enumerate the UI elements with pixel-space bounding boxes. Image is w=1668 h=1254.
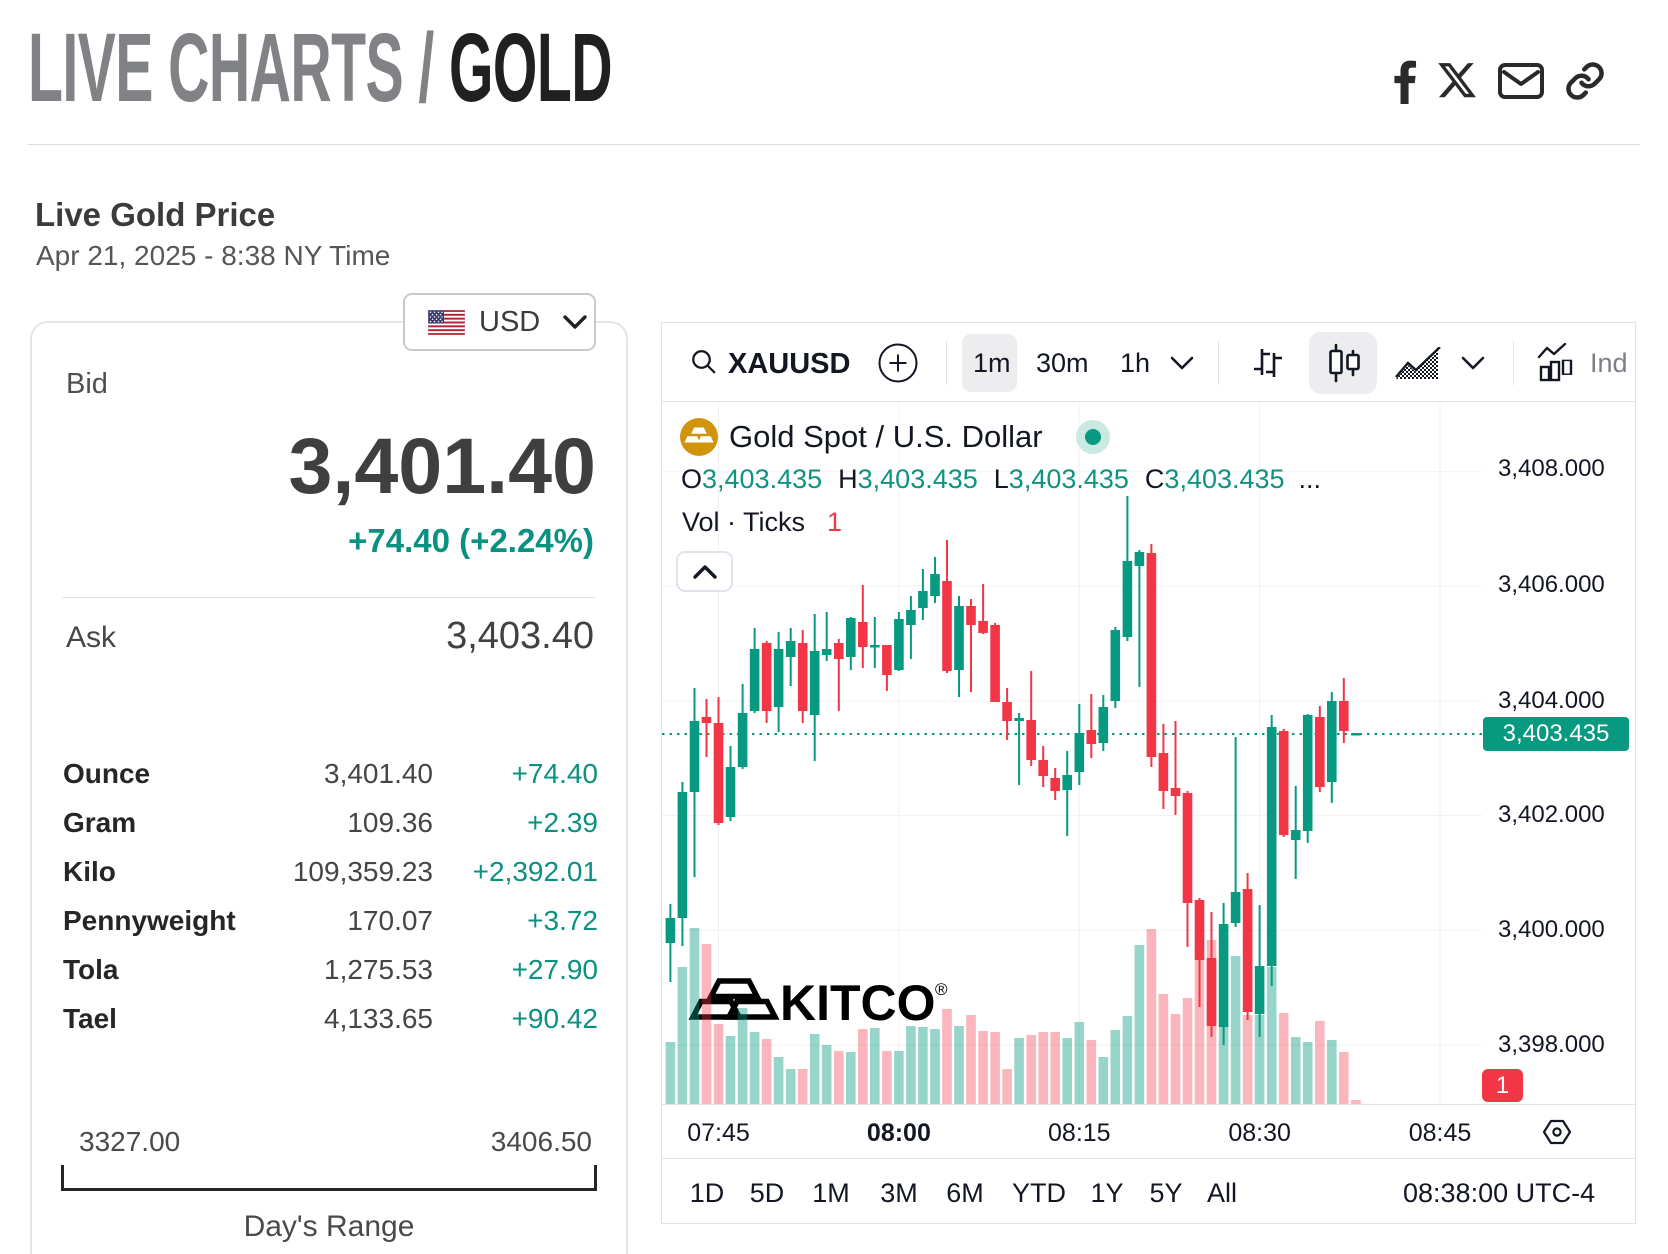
svg-text:®: ®: [935, 980, 948, 999]
svg-text:KITCO: KITCO: [780, 975, 936, 1031]
